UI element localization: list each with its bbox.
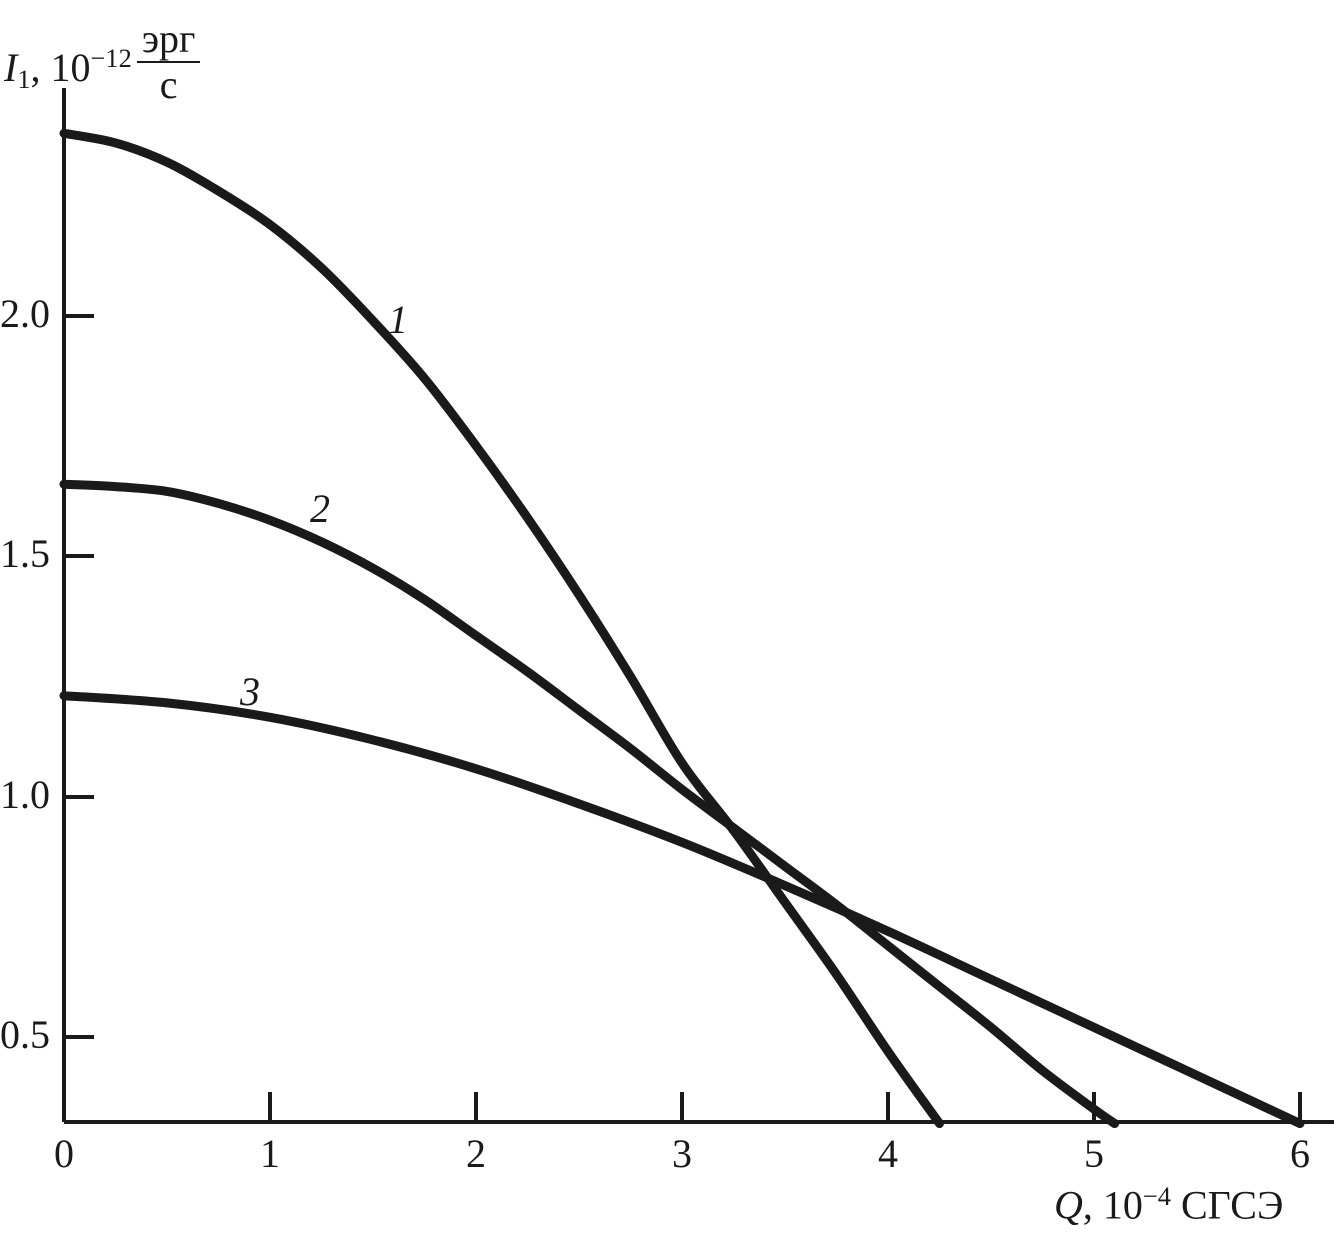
y-axis-title: I1, 10−12 эрг с — [4, 18, 201, 107]
x-tick-label-6: 6 — [1290, 1131, 1310, 1176]
curve-3 — [59, 691, 1305, 1129]
y-tick-label-1.5: 1.5 — [0, 531, 50, 576]
x-axis-symbol: Q — [1054, 1182, 1083, 1228]
y-axis-unit-fraction: эрг с — [136, 18, 201, 107]
x-tick-label-5: 5 — [1084, 1131, 1104, 1176]
curve-label-1: 1 — [388, 297, 408, 342]
x-axis-separator: , — [1082, 1182, 1093, 1228]
y-tick-label-0.5: 0.5 — [0, 1012, 50, 1057]
y-tick-label-2.0: 2.0 — [0, 291, 50, 336]
x-tick-marks — [268, 1092, 1302, 1122]
x-tick-label-0: 0 — [54, 1131, 74, 1176]
y-axis-separator: , — [30, 44, 41, 90]
x-axis-title: Q, 10−4 СГСЭ — [1054, 1183, 1283, 1226]
y-axis-mantissa: 10 — [50, 44, 91, 90]
x-axis-exponent: −4 — [1142, 1181, 1171, 1211]
x-tick-label-1: 1 — [260, 1131, 280, 1176]
y-axis-symbol: I — [4, 44, 18, 90]
y-axis-unit-numerator: эрг — [136, 18, 201, 63]
curve-label-2: 2 — [310, 486, 330, 531]
data-curves — [59, 128, 1305, 1129]
x-tick-label-2: 2 — [466, 1131, 486, 1176]
y-tick-marks — [64, 314, 94, 1039]
y-axis-subscript: 1 — [17, 64, 31, 95]
y-tick-label-1.0: 1.0 — [0, 772, 50, 817]
axis-lines — [62, 88, 1334, 1124]
curve-1 — [59, 128, 944, 1129]
curve-label-3: 3 — [240, 669, 260, 714]
curve-2 — [59, 479, 1120, 1129]
y-axis-exponent: −12 — [90, 43, 132, 74]
y-axis-unit-denominator: с — [159, 61, 178, 107]
x-axis-unit: СГСЭ — [1180, 1182, 1284, 1228]
x-axis-mantissa: 10 — [1102, 1182, 1143, 1228]
x-tick-label-4: 4 — [878, 1131, 898, 1176]
x-tick-label-3: 3 — [672, 1131, 692, 1176]
